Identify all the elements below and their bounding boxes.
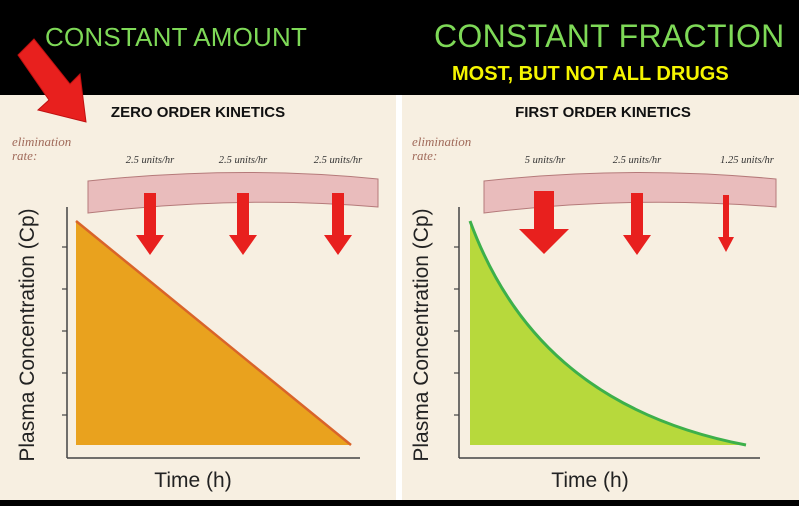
zero-order-line	[75, 220, 352, 446]
elimination-band	[87, 171, 379, 214]
most-drugs-subheading: MOST, BUT NOT ALL DRUGS	[452, 63, 729, 85]
elimination-label: elimination	[412, 134, 471, 149]
zero-order-title: ZERO ORDER KINETICS	[111, 104, 285, 121]
constant-amount-heading: CONSTANT AMOUNT	[45, 22, 308, 52]
rate-label: rate:	[12, 148, 37, 163]
elimination-arrow-1	[136, 193, 164, 255]
elimination-arrow-large	[519, 191, 569, 254]
rate-label: rate:	[412, 148, 437, 163]
constant-fraction-heading: CONSTANT FRACTION	[434, 18, 785, 54]
first-order-panel: FIRST ORDER KINETICS elimination rate: 5…	[410, 104, 777, 492]
rate-label-2: 2.5 units/hr	[219, 155, 268, 166]
rate-label-3: 1.25 units/hr	[720, 155, 775, 166]
rate-label-2: 2.5 units/hr	[613, 155, 662, 166]
x-axis-label: Time (h)	[551, 469, 628, 492]
first-order-area	[470, 221, 746, 445]
y-axis-label: Plasma Concentration (Cp)	[16, 208, 39, 461]
zero-order-panel: ZERO ORDER KINETICS elimination rate: 2.…	[12, 104, 379, 492]
elimination-arrow-2	[229, 193, 257, 255]
elimination-label: elimination	[12, 134, 71, 149]
bottom-border	[0, 500, 799, 506]
first-order-curve	[468, 220, 747, 447]
y-axis-label: Plasma Concentration (Cp)	[410, 208, 433, 461]
y-axis-ticks	[454, 246, 459, 416]
x-axis-label: Time (h)	[154, 469, 231, 492]
panel-divider	[396, 95, 402, 506]
elimination-arrow-3	[324, 193, 352, 255]
kinetics-figure: ZERO ORDER KINETICS elimination rate: 2.…	[0, 95, 799, 506]
elimination-arrow-small	[718, 195, 734, 252]
first-order-title: FIRST ORDER KINETICS	[515, 104, 691, 121]
elimination-arrow-medium	[623, 193, 651, 255]
y-axis-ticks	[62, 246, 67, 416]
rate-label-3: 2.5 units/hr	[314, 155, 363, 166]
rate-label-1: 5 units/hr	[525, 155, 566, 166]
rate-label-1: 2.5 units/hr	[126, 155, 175, 166]
elimination-band	[483, 171, 777, 214]
